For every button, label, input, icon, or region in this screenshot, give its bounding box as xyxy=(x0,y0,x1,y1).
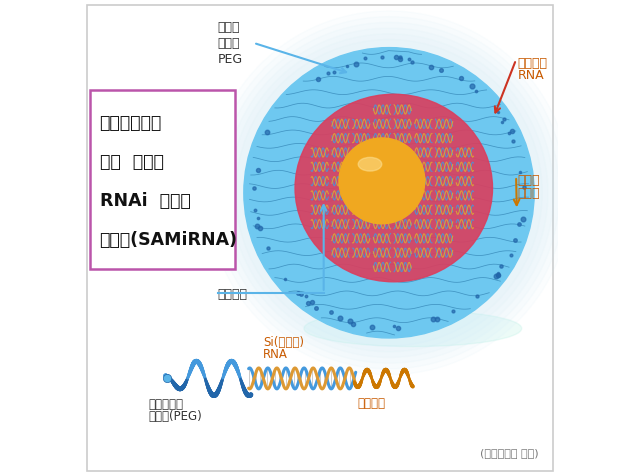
Text: 탄화수소: 탄화수소 xyxy=(357,397,385,410)
Circle shape xyxy=(207,11,571,375)
Text: RNA: RNA xyxy=(263,348,288,361)
Circle shape xyxy=(375,174,389,188)
Text: 폴리에틸렌: 폴리에틸렌 xyxy=(148,398,184,411)
Ellipse shape xyxy=(295,94,493,282)
Text: 친수성: 친수성 xyxy=(218,21,240,34)
Circle shape xyxy=(339,138,425,224)
Circle shape xyxy=(236,40,542,346)
Text: 고분자: 고분자 xyxy=(518,187,540,199)
Circle shape xyxy=(360,159,403,202)
Circle shape xyxy=(225,28,554,357)
Circle shape xyxy=(244,48,534,338)
Text: RNA: RNA xyxy=(518,69,544,82)
Circle shape xyxy=(367,167,396,195)
Text: 자연상태: 자연상태 xyxy=(518,57,548,70)
Text: PEG: PEG xyxy=(218,53,243,66)
Circle shape xyxy=(213,17,565,369)
Circle shape xyxy=(339,138,425,224)
Ellipse shape xyxy=(304,310,522,347)
Text: 플랫폼(SAMiRNA): 플랫폼(SAMiRNA) xyxy=(100,231,237,249)
Text: 소수성: 소수성 xyxy=(518,174,540,187)
Ellipse shape xyxy=(358,158,381,171)
Text: 특허  취득한: 특허 취득한 xyxy=(100,153,163,171)
Text: 바이오니아가: 바이오니아가 xyxy=(100,114,162,132)
Circle shape xyxy=(219,22,559,363)
Text: RNAi  치료제: RNAi 치료제 xyxy=(100,192,190,210)
Circle shape xyxy=(230,34,548,352)
FancyBboxPatch shape xyxy=(87,5,553,471)
Text: 고분자: 고분자 xyxy=(218,37,240,50)
Text: 글리콜(PEG): 글리콜(PEG) xyxy=(148,410,202,423)
Text: 자가조립: 자가조립 xyxy=(218,288,248,301)
FancyBboxPatch shape xyxy=(90,90,236,269)
Circle shape xyxy=(353,152,410,209)
Text: (바이오니아 제공): (바이오니아 제공) xyxy=(481,448,539,458)
Circle shape xyxy=(346,145,417,217)
Text: Si(소간섭): Si(소간섭) xyxy=(263,336,304,348)
